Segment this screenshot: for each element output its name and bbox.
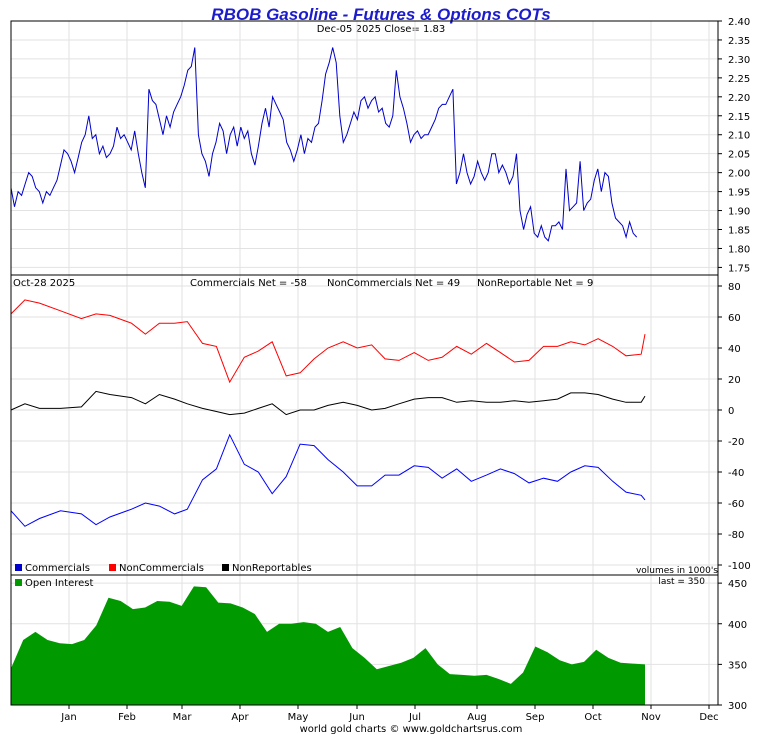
x-tick-label: Apr [231,712,249,723]
price-tick-label: 2.10 [728,131,750,142]
price-tick-label: 1.90 [728,207,750,218]
open-interest-panel [11,586,645,705]
oi-tick-label: 450 [728,579,747,590]
legend-swatch-commercials [15,564,22,571]
cot-date-label: Oct-28 2025 [13,278,75,289]
x-tick-label: Sep [526,712,545,723]
cot-tick-label: 80 [728,282,741,293]
price-tick-label: 2.00 [728,169,750,180]
price-tick-label: 1.85 [728,226,750,237]
oi-tick-label: 350 [728,660,747,671]
open-interest-area [11,586,645,705]
cot-tick-label: -40 [728,468,744,479]
oi-last-label: last = 350 [658,577,705,587]
x-tick-label: Dec [699,712,718,723]
x-tick-label: Nov [641,712,661,723]
legend-swatch-noncommercials [109,564,116,571]
price-tick-label: 2.35 [728,36,750,47]
price-tick-label: 2.40 [728,17,750,28]
cot-panel [10,299,718,527]
price-tick-label: 2.20 [728,93,750,104]
legend-noncommercials: NonCommercials [119,563,204,574]
price-tick-label: 2.15 [728,112,750,123]
price-tick-label: 1.75 [728,263,750,274]
cot-tick-label: 60 [728,313,741,324]
axis-layer: Jan Feb Mar Apr May Jun Jul Aug Sep Oct Nov Dec 2.40… [10,17,751,723]
price-tick-label: 2.25 [728,74,750,85]
legend-open-interest: Open Interest [25,578,94,589]
x-tick-label: Jun [348,712,365,723]
cot-tick-label: -80 [728,530,744,541]
cot-tick-label: -20 [728,437,744,448]
price-tick-label: 2.30 [728,55,750,66]
series-commercials-line [10,433,646,527]
price-series-line [10,47,638,242]
legend-swatch-open-interest [15,579,22,586]
price-tick-label: 1.80 [728,244,750,255]
x-tick-label: Jul [408,712,421,723]
x-tick-label: Feb [118,712,136,723]
series-nonreportables-line [10,390,646,416]
x-tick-label: Mar [173,712,193,723]
oi-tick-label: 300 [728,701,747,712]
nonreportable-net-label: NonReportable Net = 9 [477,278,593,289]
price-tick-label: 2.05 [728,150,750,161]
cot-tick-label: -100 [728,561,751,572]
series-noncommercials-line [10,299,646,384]
legend-nonreportables: NonReportables [232,563,312,574]
cot-tick-label: 40 [728,344,741,355]
cot-tick-label: 20 [728,375,741,386]
price-panel [10,47,638,242]
x-tick-label: Aug [467,712,487,723]
volumes-note: volumes in 1000's [636,566,718,576]
chart-title: RBOB Gasoline - Futures & Options COTs [211,5,550,24]
cot-tick-label: -60 [728,499,744,510]
cot-tick-label: 0 [728,406,734,417]
x-tick-label: Jan [60,712,76,723]
price-subtitle: Dec-05 2025 Close= 1.83 [317,24,446,35]
x-tick-label: May [288,712,309,723]
footer-credit: world gold charts © www.goldchartsrus.co… [300,724,523,735]
noncommercials-net-label: NonCommercials Net = 49 [327,278,460,289]
x-tick-label: Oct [584,712,601,723]
price-tick-label: 1.95 [728,188,750,199]
grid-layer [11,20,718,706]
panel-frame [10,574,719,706]
legend-commercials: Commercials [25,563,90,574]
commercials-net-label: Commercials Net = -58 [190,278,307,289]
oi-tick-label: 400 [728,620,747,631]
legend-swatch-nonreportables [222,564,229,571]
